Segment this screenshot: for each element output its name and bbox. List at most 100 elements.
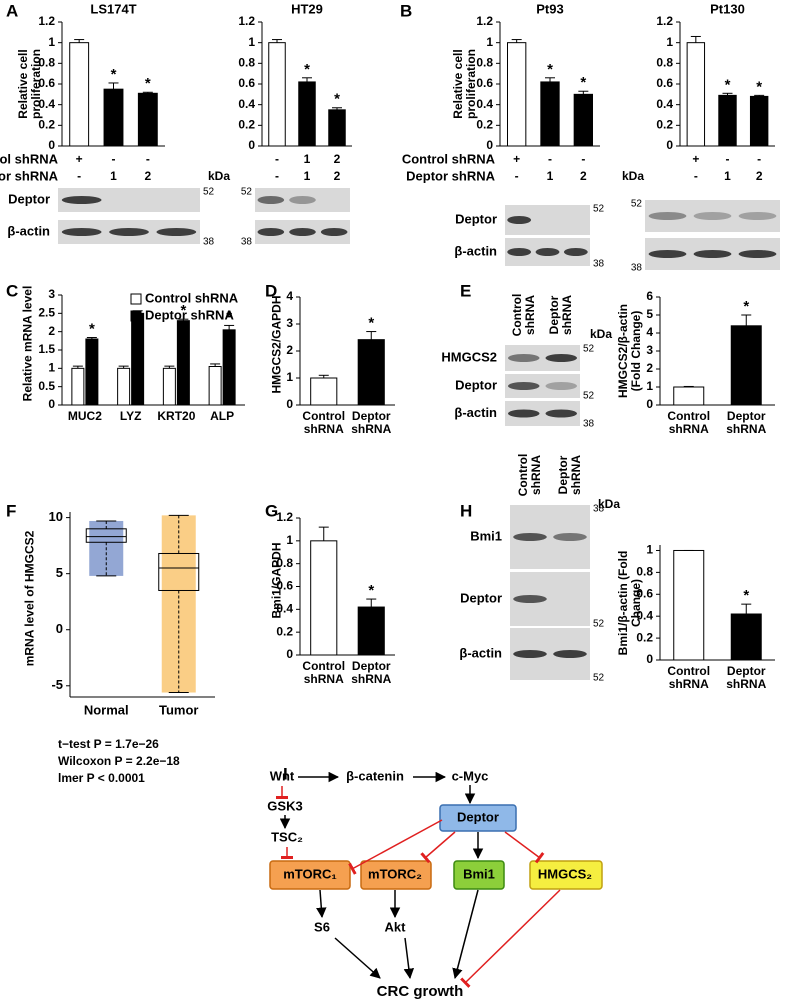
pathway-node — [269, 860, 351, 890]
blot-row-label: β-actin — [7, 223, 50, 238]
y-tick-label: 1.5 — [38, 342, 55, 356]
bar — [310, 377, 338, 406]
significance-star: * — [580, 74, 586, 91]
blot-band — [257, 228, 285, 236]
condition-value: - — [515, 169, 519, 183]
activation-arrow — [334, 937, 381, 979]
blot-band — [61, 196, 102, 204]
x-tick-label: MUC2 — [68, 409, 102, 423]
y-tick-label: 2.5 — [38, 306, 55, 320]
panel-label: B — [400, 1, 412, 20]
y-tick-label: 3 — [646, 343, 653, 357]
pathway-label: mTORC₂ — [368, 866, 422, 881]
blot-band — [508, 409, 540, 418]
y-tick-label: 1 — [646, 379, 653, 393]
y-tick-label: 0.8 — [38, 56, 55, 70]
condition-value: - — [757, 152, 761, 166]
inhibition-arrow — [420, 831, 456, 864]
bar — [131, 312, 145, 406]
significance-star: * — [368, 315, 374, 332]
y-tick-label: 0.2 — [476, 118, 493, 132]
marker-label: 38 — [593, 504, 605, 515]
blot-band — [508, 354, 540, 362]
x-tick-label: Deptor shRNA — [726, 664, 767, 691]
blot-row-label: HMGCS2 — [441, 349, 497, 364]
y-tick-label: 0.2 — [38, 118, 55, 132]
y-axis-label: HMGCS2/GAPDH — [269, 295, 284, 394]
x-tick-label: KRT20 — [157, 409, 195, 423]
blot-row-label: Deptor — [8, 191, 50, 206]
panel-label: I — [283, 764, 288, 783]
condition-value: - — [694, 169, 698, 183]
unit-label: kDa — [590, 327, 612, 341]
significance-star: * — [368, 582, 374, 599]
y-tick-label: 1.2 — [276, 510, 293, 524]
significance-star: * — [89, 321, 95, 338]
condition-value: 1 — [110, 169, 117, 183]
marker-label: 38 — [203, 237, 215, 248]
bar — [730, 613, 762, 661]
blot-band — [553, 533, 587, 541]
blot-band — [563, 248, 588, 256]
blot-band — [693, 250, 732, 258]
blot-band — [545, 382, 577, 390]
blot-band — [507, 248, 532, 256]
y-tick-label: 0 — [48, 397, 55, 411]
y-tick-label: 0.6 — [636, 586, 653, 600]
blot-band — [648, 250, 687, 258]
y-tick-label: 0 — [48, 138, 55, 152]
y-tick-label: 0 — [646, 652, 653, 666]
y-tick-label: 0 — [286, 647, 293, 661]
y-tick-label: 1.2 — [238, 14, 255, 28]
y-axis-label: mRNA level of HMGCS2 — [22, 530, 37, 666]
pathway-node — [529, 860, 603, 890]
box — [85, 528, 127, 543]
blot-band — [257, 196, 285, 204]
bar — [222, 329, 236, 406]
inhibition-arrow — [460, 889, 561, 988]
panel-label: G — [265, 501, 278, 520]
bar — [268, 42, 286, 147]
marker-label: 38 — [583, 419, 595, 430]
y-tick-label: 0.2 — [276, 624, 293, 638]
y-tick-label: 0.5 — [38, 379, 55, 393]
marker-label: 38 — [631, 263, 643, 274]
y-tick-label: 4 — [286, 289, 293, 303]
bar — [117, 367, 131, 406]
y-tick-label: 1 — [646, 543, 653, 557]
marker-label: 52 — [583, 391, 595, 402]
y-tick-label: 0.4 — [636, 608, 653, 622]
unit-label: kDa — [208, 169, 230, 183]
y-tick-label: 2 — [48, 324, 55, 338]
pathway-label: TSC₂ — [271, 829, 303, 844]
bar — [103, 88, 124, 147]
condition-value: - — [581, 152, 585, 166]
panel-label: D — [265, 281, 277, 300]
condition-label: Deptor shRNA — [0, 168, 59, 183]
y-axis-label: Relative cell proliferation — [451, 49, 478, 120]
blot-row-label: Deptor — [455, 377, 497, 392]
chart-title: Pt93 — [536, 1, 563, 16]
bar — [357, 606, 385, 656]
marker-label: 52 — [203, 187, 215, 198]
significance-star: * — [334, 91, 340, 108]
condition-value: - — [275, 169, 279, 183]
pathway-node — [439, 804, 517, 832]
panel-label: C — [6, 281, 18, 300]
blot-band — [738, 212, 777, 220]
blot-band — [545, 409, 577, 418]
y-tick-label: 5 — [56, 565, 63, 580]
significance-star: * — [756, 78, 762, 95]
y-tick-label: 0 — [646, 397, 653, 411]
y-tick-label: 0.6 — [276, 579, 293, 593]
y-tick-label: 0.8 — [238, 56, 255, 70]
pathway-label: GSK3 — [267, 798, 302, 813]
unit-label: kDa — [598, 497, 620, 511]
condition-value: 2 — [756, 169, 763, 183]
y-tick-label: 1 — [48, 35, 55, 49]
condition-label: Control shRNA — [0, 151, 59, 166]
lane-label: Control shRNA — [509, 293, 537, 337]
box — [158, 552, 200, 591]
y-tick-label: 0.8 — [276, 556, 293, 570]
